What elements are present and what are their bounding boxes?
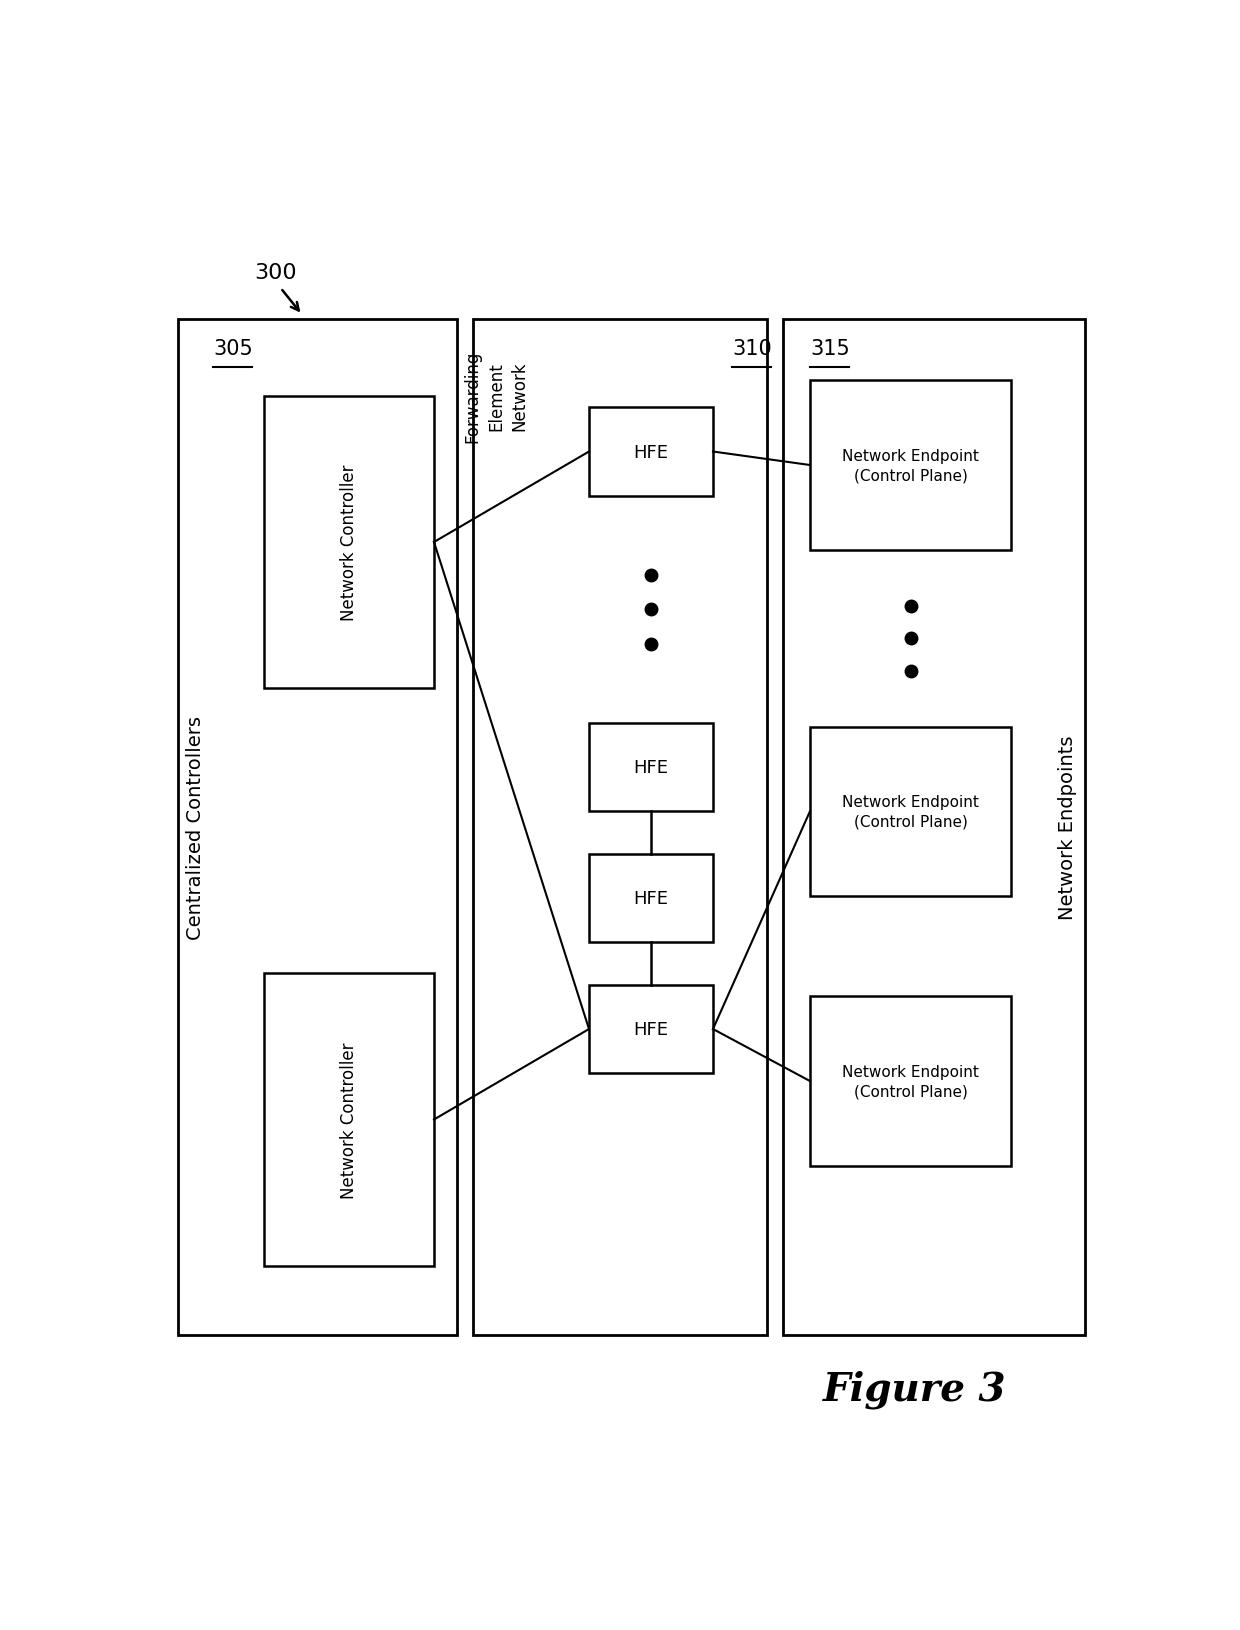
Bar: [810, 381, 1012, 551]
Text: HFE: HFE: [634, 1020, 668, 1038]
Text: Network Controller: Network Controller: [340, 1042, 358, 1198]
Bar: [179, 319, 458, 1335]
Text: Network Controller: Network Controller: [340, 465, 358, 621]
Bar: [263, 973, 434, 1267]
Bar: [782, 319, 1085, 1335]
Bar: [589, 854, 713, 942]
Text: Network Endpoint
(Control Plane): Network Endpoint (Control Plane): [842, 448, 980, 482]
Text: Figure 3: Figure 3: [823, 1369, 1006, 1408]
Text: 310: 310: [733, 339, 773, 359]
Bar: [589, 408, 713, 497]
Text: Forwarding
Element
Network: Forwarding Element Network: [464, 350, 528, 443]
Bar: [589, 985, 713, 1074]
Text: HFE: HFE: [634, 443, 668, 461]
Text: Network Endpoint
(Control Plane): Network Endpoint (Control Plane): [842, 794, 980, 830]
Text: HFE: HFE: [634, 758, 668, 778]
Text: 300: 300: [254, 264, 296, 284]
Text: Network Endpoint
(Control Plane): Network Endpoint (Control Plane): [842, 1064, 980, 1099]
Text: 305: 305: [213, 339, 253, 359]
Bar: [263, 396, 434, 689]
Text: 315: 315: [810, 339, 849, 359]
Bar: [810, 996, 1012, 1165]
Bar: [810, 727, 1012, 897]
Bar: [589, 724, 713, 812]
Text: Centralized Controllers: Centralized Controllers: [186, 716, 205, 939]
Text: HFE: HFE: [634, 890, 668, 908]
Text: Network Endpoints: Network Endpoints: [1059, 735, 1078, 919]
Bar: [472, 319, 768, 1335]
